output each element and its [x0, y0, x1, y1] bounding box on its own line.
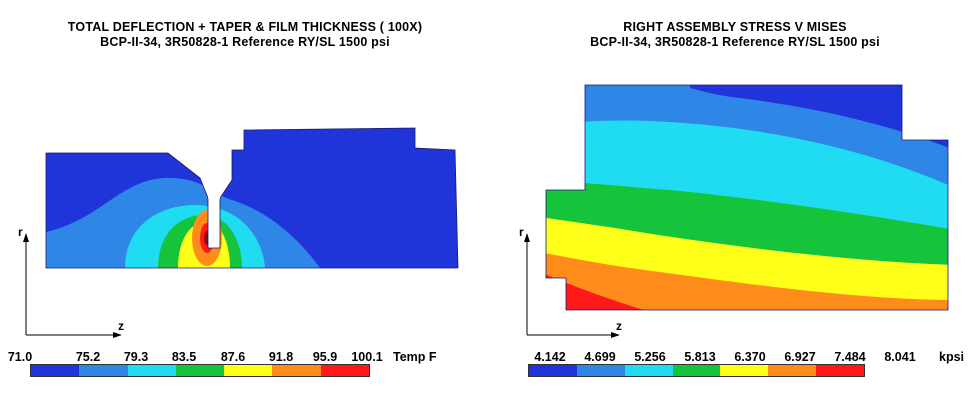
- left-legend-tick: 100.1: [351, 350, 383, 364]
- legend-swatch: [576, 365, 625, 376]
- legend-swatch: [127, 365, 176, 376]
- left-legend-tick: 91.8: [268, 350, 294, 364]
- left-legend-tick: 79.3: [123, 350, 149, 364]
- left-plot-title: TOTAL DEFLECTION + TAPER & FILM THICKNES…: [67, 20, 423, 34]
- legend-swatch: [816, 365, 865, 376]
- left-axis-r-label: r: [18, 225, 23, 239]
- right-contour-fill: [546, 85, 948, 310]
- legend-swatch: [224, 365, 273, 376]
- right-legend-tick: 5.256: [634, 350, 666, 364]
- temperature-plot-panel: TOTAL DEFLECTION + TAPER & FILM THICKNES…: [7, 20, 459, 377]
- right-part-outline: [545, 84, 949, 311]
- left-legend-tick: 95.9: [312, 350, 338, 364]
- temperature-color-legend: [30, 364, 370, 377]
- right-legend-tick: 4.699: [584, 350, 616, 364]
- legend-swatch: [624, 365, 673, 376]
- temperature-contour-plot: r z: [18, 127, 459, 338]
- legend-swatch: [175, 365, 225, 376]
- legend-swatch: [720, 365, 769, 376]
- left-legend-tick: 71.0: [7, 350, 33, 364]
- right-plot-subtitle: BCP-II-34, 3R50828-1 Reference RY/SL 150…: [590, 35, 880, 49]
- left-legend-tick: 75.2: [75, 350, 101, 364]
- stress-plot-panel: RIGHT ASSEMBLY STRESS V MISES BCP-II-34,…: [490, 0, 980, 400]
- left-plot-subtitle: BCP-II-34, 3R50828-1 Reference RY/SL 150…: [100, 35, 390, 49]
- right-plot-title: RIGHT ASSEMBLY STRESS V MISES: [623, 20, 847, 34]
- legend-swatch: [79, 365, 128, 376]
- right-axis-z-label: z: [616, 319, 622, 333]
- left-axis-z-label: z: [118, 319, 124, 333]
- left-contour-fill: [46, 128, 458, 268]
- right-legend-tick: 6.370: [734, 350, 766, 364]
- left-legend-tick: 87.6: [220, 350, 246, 364]
- left-axis-triad: [23, 233, 122, 338]
- right-legend-tick: 5.813: [684, 350, 716, 364]
- legend-swatch: [672, 365, 721, 376]
- stress-color-legend: [528, 364, 865, 377]
- left-legend-unit: Temp F: [393, 350, 437, 364]
- legend-swatch: [31, 365, 80, 376]
- right-legend-tick: 7.484: [834, 350, 866, 364]
- right-legend-tick: 4.142: [534, 350, 566, 364]
- right-legend-tick: 6.927: [784, 350, 816, 364]
- legend-swatch: [768, 365, 817, 376]
- legend-swatch: [272, 365, 321, 376]
- right-legend-unit: kpsi: [939, 350, 965, 364]
- legend-swatch: [529, 365, 577, 376]
- band-4142-4699: [690, 85, 948, 150]
- hot-spot: [204, 231, 210, 245]
- legend-swatch: [320, 365, 369, 376]
- right-legend-tick: 8.041: [884, 350, 916, 364]
- right-axis-r-label: r: [519, 225, 524, 239]
- right-axis-triad: [524, 233, 620, 338]
- left-part-outline: [45, 127, 459, 269]
- left-legend-tick: 83.5: [171, 350, 197, 364]
- stress-contour-plot: r z: [519, 84, 949, 338]
